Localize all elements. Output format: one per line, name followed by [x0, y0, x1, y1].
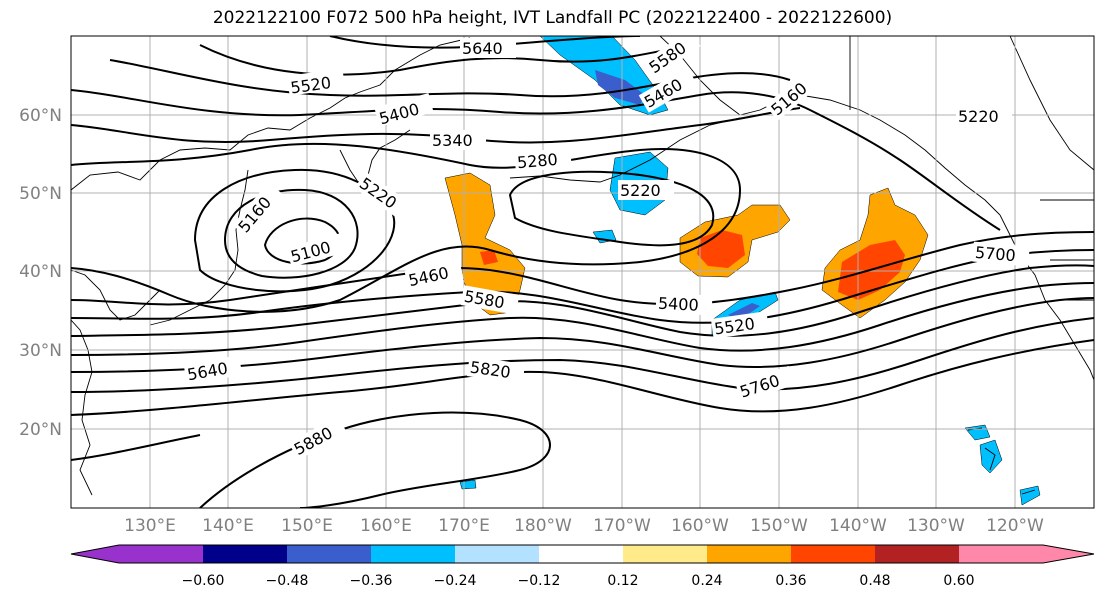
- contour-5700: [71, 297, 1094, 373]
- colorbar-bin: [371, 545, 455, 563]
- contour-5280: [71, 142, 742, 313]
- contour-5400-north: [71, 89, 1001, 231]
- colorbar-tick: −0.24: [434, 573, 477, 589]
- contour-label: 5340: [432, 131, 473, 150]
- gridlines: [71, 36, 1094, 508]
- lon-label: 170°E: [438, 516, 490, 536]
- lat-label: 30°N: [19, 341, 62, 361]
- north-america-coast: [999, 214, 1094, 381]
- china-coast: [71, 319, 93, 496]
- kamchatka-coast: [339, 129, 411, 186]
- negative-ivt-hawaii-1: [964, 424, 991, 441]
- negative-ivt-core-north: [595, 70, 645, 105]
- contour-label: 5220: [620, 181, 661, 200]
- contour-5880: [199, 411, 551, 508]
- colorbar-bin: [203, 545, 287, 563]
- colorbar-tick: −0.36: [350, 573, 393, 589]
- colorbar-tick: 0.60: [943, 573, 974, 589]
- lat-label: 50°N: [19, 184, 62, 204]
- positive-ivt-core-central: [697, 230, 745, 268]
- lon-label: 170°W: [593, 516, 651, 536]
- contour-5460-south: [71, 231, 1094, 306]
- contour-5460-north: [109, 59, 791, 98]
- colorbar-tick: −0.48: [266, 573, 309, 589]
- japan-coast: [149, 169, 249, 326]
- contour-5220-east: [508, 170, 715, 247]
- lon-label: 140°W: [829, 516, 887, 536]
- positive-ivt-area-west: [444, 172, 526, 316]
- contour-5760: [71, 317, 1094, 393]
- colorbar-bin: [287, 545, 371, 563]
- colorbar-tick: −0.12: [518, 573, 561, 589]
- lon-label: 120°W: [986, 516, 1044, 536]
- colorbar-tick: 0.24: [691, 573, 722, 589]
- asia-coast: [71, 37, 471, 191]
- canada-inland: [849, 36, 1094, 301]
- contour-5820: [71, 339, 1094, 416]
- longitude-labels: 130°E 140°E 150°E 160°E 170°E 180°W 170°…: [124, 516, 1044, 536]
- colorbar-outline: [70, 544, 1095, 564]
- contour-label: 5400: [377, 99, 421, 128]
- lon-label: 180°W: [514, 516, 572, 536]
- ivt-shading: [444, 36, 1041, 506]
- colorbar: −0.60 −0.48 −0.36 −0.24 −0.12 0.12 0.24 …: [70, 544, 1095, 589]
- colorbar-bin: [875, 545, 959, 563]
- colorbar-extend-low: [71, 545, 119, 563]
- contour-label: 5280: [516, 150, 558, 172]
- lon-label: 130°E: [124, 516, 176, 536]
- contour-label: 5640: [462, 39, 503, 58]
- lat-label: 60°N: [19, 106, 62, 126]
- contour-5640: [71, 282, 1094, 356]
- colorbar-bin: [119, 545, 203, 563]
- map-frame: [70, 35, 1095, 509]
- colorbar-tick: 0.12: [607, 573, 638, 589]
- coastlines: [71, 36, 1094, 496]
- contour-label: 5100: [289, 237, 333, 266]
- positive-ivt-core-west: [480, 250, 498, 265]
- contour-label: 5460: [407, 263, 451, 290]
- colorbar-bin: [539, 545, 623, 563]
- lon-label: 130°W: [907, 516, 965, 536]
- lat-label: 20°N: [19, 420, 62, 440]
- colorbar-bin: [455, 545, 539, 563]
- lat-label: 40°N: [19, 262, 62, 282]
- height-contours: [71, 36, 1094, 508]
- latitude-labels: 60°N 50°N 40°N 30°N 20°N: [19, 106, 62, 440]
- contour-5520: [199, 44, 691, 76]
- colorbar-tick: 0.48: [859, 573, 890, 589]
- lon-label: 150°W: [750, 516, 808, 536]
- negative-ivt-hawaii-3: [1019, 485, 1041, 506]
- lon-label: 140°E: [202, 516, 254, 536]
- map-title: 2022122100 F072 500 hPa height, IVT Land…: [212, 8, 893, 28]
- lon-label: 160°W: [671, 516, 729, 536]
- lon-label: 160°E: [360, 516, 412, 536]
- alaska-coast: [659, 36, 1001, 216]
- colorbar-tick: −0.60: [182, 573, 225, 589]
- contour-label: 5760: [737, 371, 782, 402]
- colorbar-tick: 0.36: [775, 573, 806, 589]
- contour-5580-south: [71, 264, 1094, 337]
- contour-label: 5640: [186, 359, 229, 385]
- contour-label: 5220: [958, 107, 999, 126]
- colorbar-bin: [959, 545, 1043, 563]
- colorbar-bin: [623, 545, 707, 563]
- lon-label: 150°E: [281, 516, 333, 536]
- contour-5880-b: [71, 434, 201, 461]
- korea-coast: [71, 269, 161, 321]
- colorbar-bin: [791, 545, 875, 563]
- colorbar-bin: [707, 545, 791, 563]
- colorbar-extend-high: [1043, 545, 1094, 563]
- contour-label: 5400: [658, 294, 700, 315]
- contour-label: 5700: [974, 243, 1016, 265]
